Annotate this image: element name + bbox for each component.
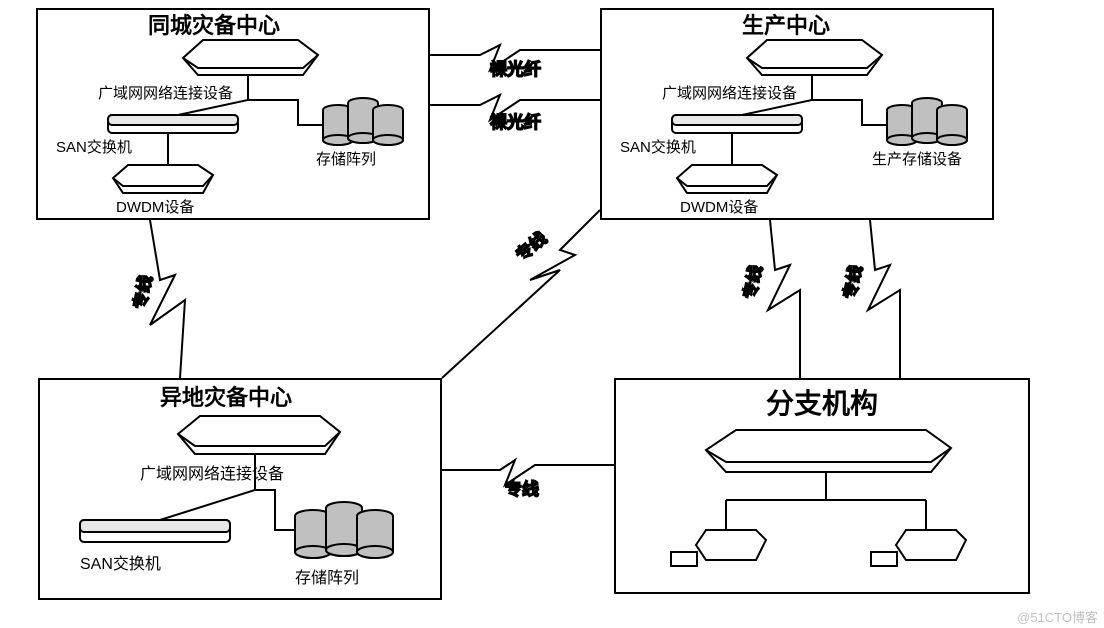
storage-label: 存储阵列 — [295, 564, 359, 588]
san-switch-icon — [672, 115, 802, 133]
router-icon — [747, 40, 882, 75]
storage-array-icon — [887, 98, 967, 145]
watermark: @51CTO博客 — [1017, 607, 1098, 626]
connection-line — [150, 220, 185, 378]
connection-label: 裸光纤 — [490, 113, 541, 132]
san-switch-icon — [108, 115, 238, 133]
storage-array-icon — [295, 502, 393, 558]
router-label: 广域网网络连接设备 — [662, 82, 797, 103]
san-switch-icon — [80, 520, 230, 542]
branch-office-box: 分支机构 — [614, 378, 1030, 594]
storage-label: 生产存储设备 — [872, 148, 962, 169]
connection-label: 专线 — [740, 264, 766, 301]
pc-left-icon — [671, 530, 766, 566]
remote-dr-center-box: 异地灾备中心 广域网网络连接设备 SAN交换机 存储阵列 — [38, 378, 442, 600]
dwdm-icon — [677, 165, 777, 193]
storage-array-icon — [323, 98, 403, 145]
san-label: SAN交换机 — [80, 550, 161, 574]
router-label: 广域网网络连接设备 — [98, 82, 233, 103]
router-icon — [706, 430, 951, 472]
connection-line — [868, 220, 900, 378]
router-icon — [183, 40, 318, 75]
connection-label: 专线 — [840, 264, 866, 301]
connection-line — [768, 220, 800, 378]
router-icon — [178, 416, 340, 454]
storage-label: 存储阵列 — [316, 148, 376, 169]
dwdm-label: DWDM设备 — [680, 196, 758, 217]
production-devices-svg — [602, 10, 992, 218]
connection-label: 专线 — [130, 274, 156, 311]
connection-label: 裸光纤 — [490, 60, 541, 79]
production-center-box: 生产中心 广域网网络连接设备 SAN交换机 生产存储设备 DWDM设备 — [600, 8, 994, 220]
connection-line — [430, 45, 600, 70]
san-label: SAN交换机 — [620, 136, 696, 157]
branch-devices-svg — [616, 380, 1028, 592]
connection-label: 专线 — [512, 229, 550, 265]
san-label: SAN交换机 — [56, 136, 132, 157]
dwdm-label: DWDM设备 — [116, 196, 194, 217]
router-label: 广域网网络连接设备 — [140, 460, 284, 484]
connection-line — [442, 460, 614, 485]
same-city-dr-center-box: 同城灾备中心 — [36, 8, 430, 220]
connection-line — [430, 95, 600, 120]
same-city-devices-svg — [38, 10, 428, 218]
internal-lines — [726, 472, 926, 530]
connection-line — [442, 210, 600, 378]
connection-label: 专线 — [505, 480, 539, 499]
dwdm-icon — [113, 165, 213, 193]
pc-right-icon — [871, 530, 966, 566]
